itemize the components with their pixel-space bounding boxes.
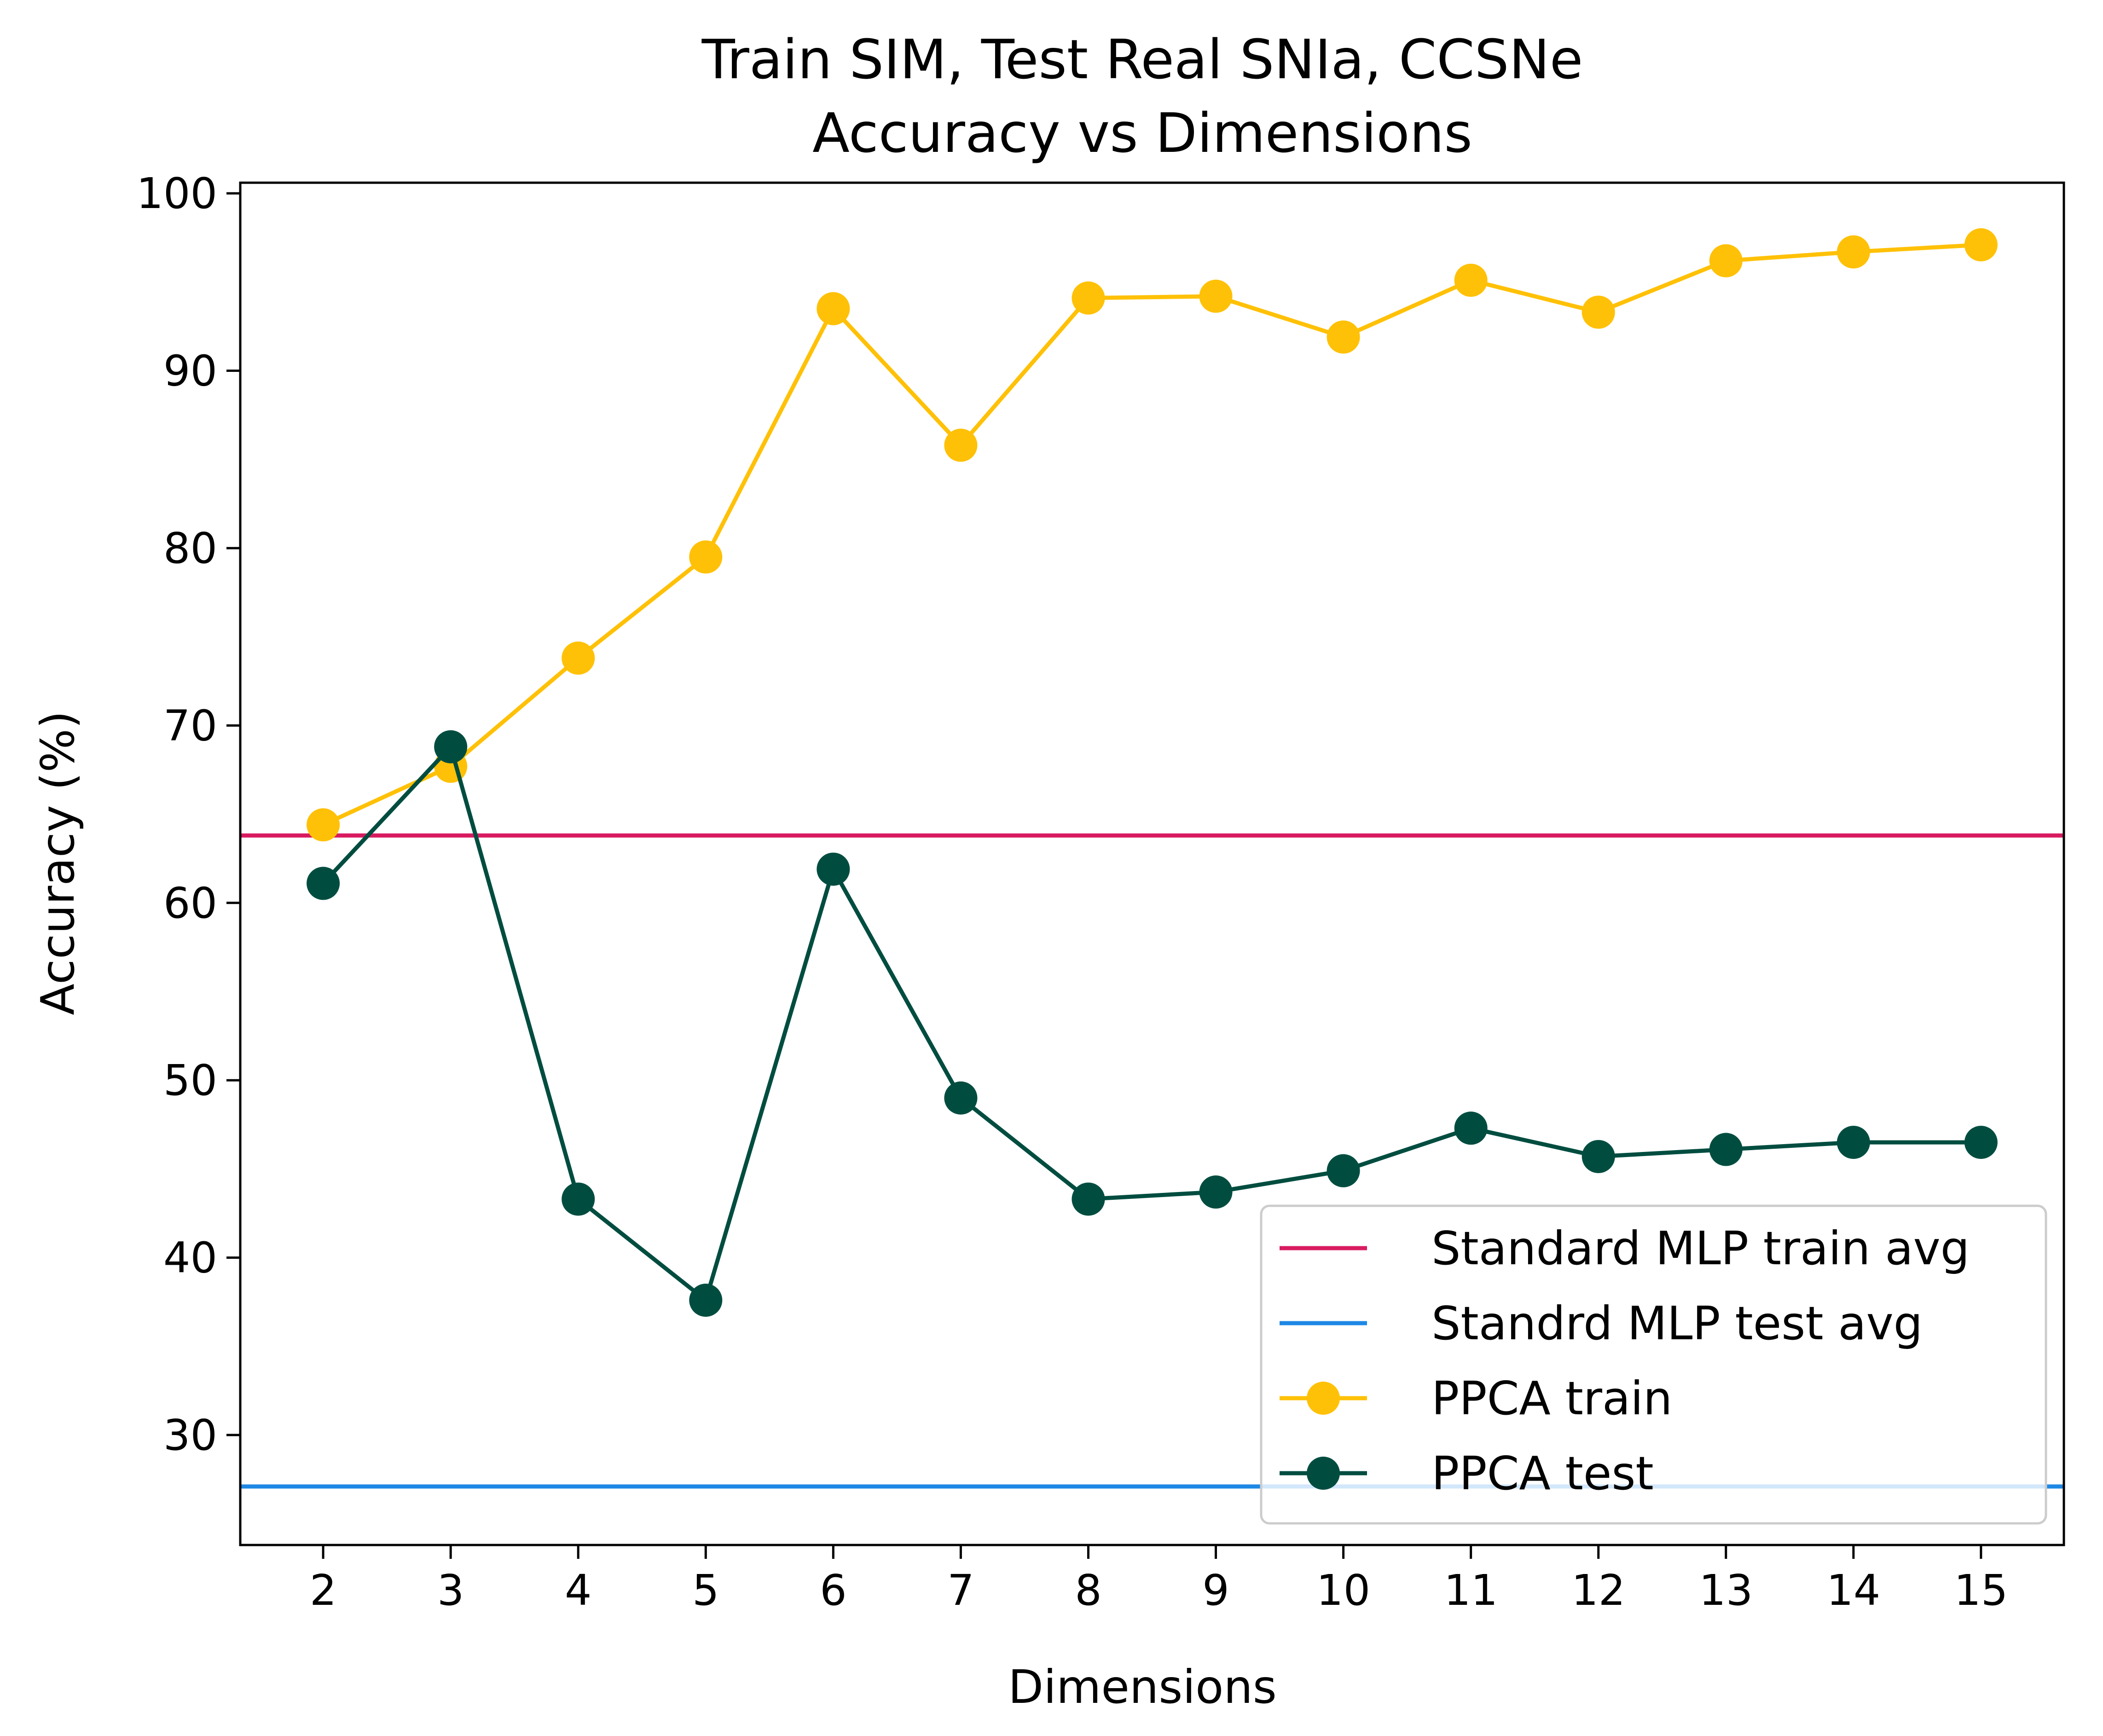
x-tick-label: 13 <box>1699 1566 1753 1615</box>
legend-label: Standrd MLP test avg <box>1431 1296 1923 1350</box>
data-point <box>434 730 468 764</box>
data-point <box>1709 1133 1743 1166</box>
y-tick-label: 60 <box>163 879 217 928</box>
x-tick-label: 11 <box>1444 1566 1498 1615</box>
data-point <box>1327 1154 1360 1187</box>
x-axis-label: Dimensions <box>1008 1660 1277 1714</box>
x-tick-label: 2 <box>310 1566 337 1615</box>
data-point <box>689 540 723 574</box>
data-point <box>562 1182 595 1216</box>
y-axis-label: Accuracy (%) <box>31 711 85 1015</box>
data-point <box>817 292 850 325</box>
legend-marker <box>1307 1382 1340 1415</box>
x-tick-label: 5 <box>692 1566 719 1615</box>
legend-marker <box>1307 1457 1340 1490</box>
y-tick-label: 80 <box>163 524 217 573</box>
legend-label: PPCA test <box>1431 1447 1654 1500</box>
data-point <box>1964 228 1998 261</box>
data-point <box>1199 1175 1233 1209</box>
x-tick-label: 12 <box>1571 1566 1625 1615</box>
legend-box <box>1260 1204 2047 1525</box>
data-point <box>817 852 850 886</box>
plot-frame <box>239 181 2065 1546</box>
axes: 2 3 4 5 6 7 8 9 10 11 12 13 14 15 30 40 50 60 70 80 90 100 <box>136 169 2065 1615</box>
x-tick-label: 8 <box>1075 1566 1102 1615</box>
data-point <box>1072 281 1105 315</box>
x-tick-label: 10 <box>1316 1566 1370 1615</box>
chart-subtitle: Accuracy vs Dimensions <box>812 101 1472 165</box>
y-tick-label: 100 <box>136 169 217 218</box>
y-tick-label: 50 <box>163 1056 217 1105</box>
data-point <box>1327 320 1360 354</box>
data-point <box>1072 1182 1105 1216</box>
data-point <box>307 808 340 842</box>
legend-label: Standard MLP train avg <box>1431 1221 1970 1275</box>
x-tick-label: 14 <box>1826 1566 1880 1615</box>
y-tick-label: 70 <box>163 701 217 750</box>
x-tick-label: 3 <box>437 1566 464 1615</box>
x-tick-label: 6 <box>820 1566 847 1615</box>
data-point <box>1709 244 1743 278</box>
x-tick-label: 7 <box>947 1566 974 1615</box>
x-tick-label: 9 <box>1202 1566 1229 1615</box>
data-point <box>1454 263 1488 297</box>
series-line-0 <box>322 243 1981 827</box>
data-point <box>1454 1111 1488 1145</box>
plot-area <box>240 228 2064 1489</box>
chart-title: Train SIM, Test Real SNIa, CCSNe <box>701 28 1583 91</box>
data-point <box>1964 1126 1998 1159</box>
data-point <box>1582 1140 1615 1173</box>
data-point <box>944 1081 978 1115</box>
data-point <box>944 428 978 462</box>
y-tick-label: 40 <box>163 1233 217 1283</box>
series-line-1 <box>321 745 1981 1302</box>
legend: Standard MLP train avg Standrd MLP test a… <box>1260 1204 2047 1525</box>
plot-marks <box>240 228 2064 1489</box>
data-point <box>689 1284 723 1317</box>
data-point <box>1582 295 1615 329</box>
data-point <box>1199 279 1233 313</box>
x-tick-label: 4 <box>565 1566 592 1615</box>
y-tick-label: 30 <box>163 1411 217 1460</box>
y-tick-label: 90 <box>163 347 217 396</box>
data-point <box>307 867 340 900</box>
x-tick-label: 15 <box>1954 1566 2008 1615</box>
data-point <box>1837 1126 1870 1159</box>
legend-label: PPCA train <box>1431 1371 1672 1425</box>
data-point <box>562 641 595 675</box>
data-point <box>1837 235 1870 269</box>
